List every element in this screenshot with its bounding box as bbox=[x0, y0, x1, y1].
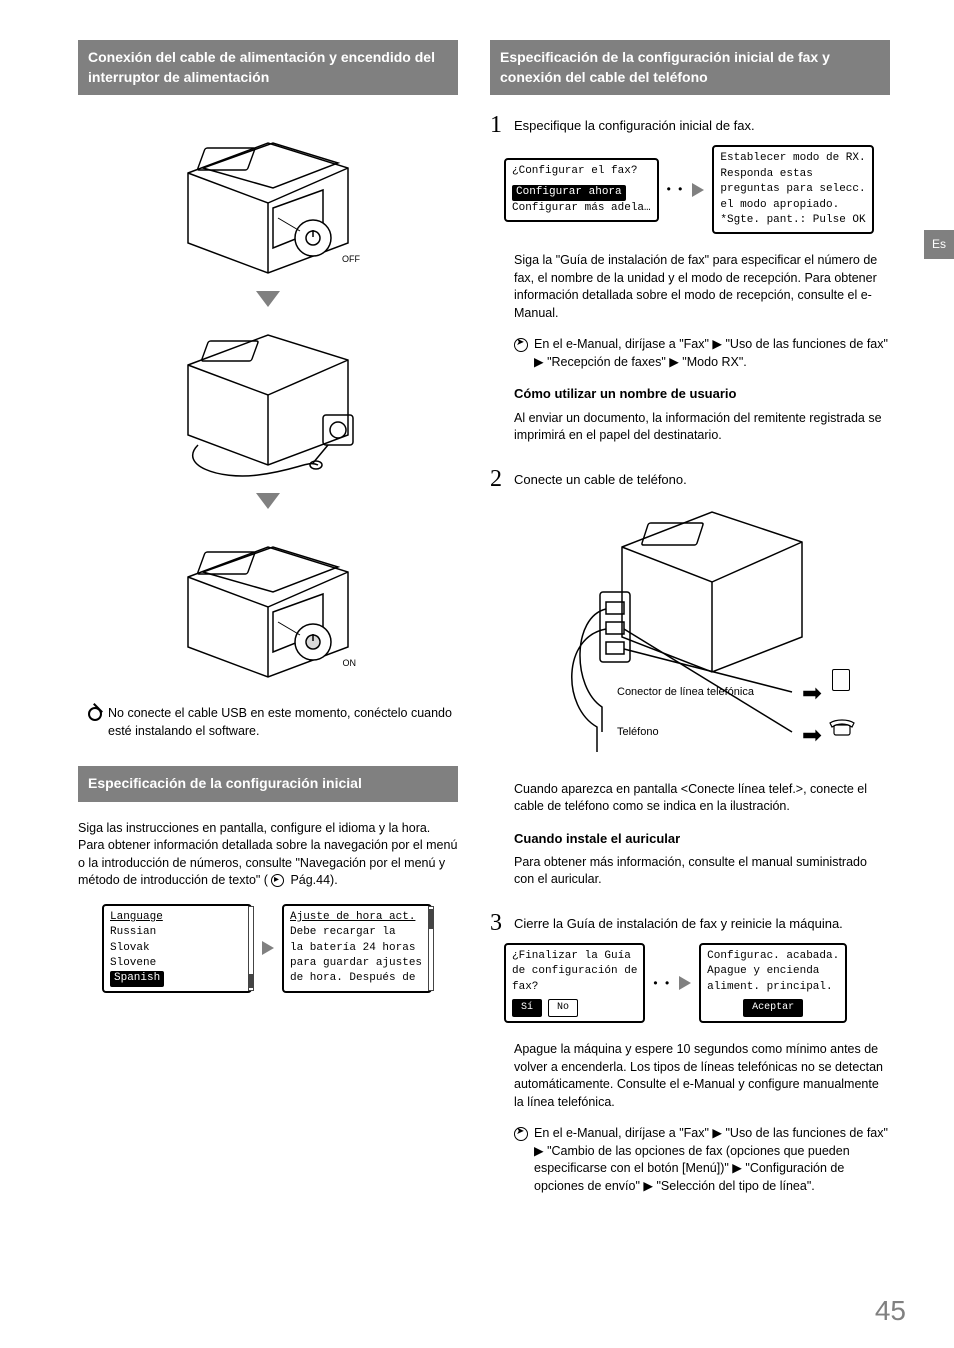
phone-icon bbox=[828, 719, 856, 737]
arrow-down-icon bbox=[256, 493, 280, 509]
on-label: ON bbox=[343, 657, 357, 670]
step-3-reference: En el e-Manual, diríjase a "Fax" ▶ "Uso … bbox=[514, 1125, 890, 1195]
reference-icon bbox=[514, 338, 528, 352]
arrow-right-icon bbox=[262, 941, 274, 955]
yes-button: Sí bbox=[512, 999, 542, 1017]
step-1: 1 Especifique la configuración inicial d… bbox=[490, 113, 890, 458]
arrow-right-icon bbox=[679, 976, 691, 990]
step-1-title: Especifique la configuración inicial de … bbox=[514, 117, 890, 135]
printer-plug-diagram bbox=[158, 315, 378, 485]
lcd-rx-mode: Establecer modo de RX. Responda estas pr… bbox=[712, 145, 873, 234]
wall-jack-icon bbox=[832, 669, 850, 691]
step-1-para: Siga la "Guía de instalación de fax" par… bbox=[514, 252, 890, 322]
arrow-right-icon: ➡ bbox=[802, 719, 822, 753]
step-2-title: Conecte un cable de teléfono. bbox=[514, 471, 890, 489]
lcd-config-done: Configurac. acabada. Apague y encienda a… bbox=[699, 943, 847, 1023]
arrow-right-icon: ➡ bbox=[802, 677, 822, 711]
reference-icon bbox=[271, 874, 284, 887]
step-3: 3 Cierre la Guía de instalación de fax y… bbox=[490, 911, 890, 1205]
printer-on-diagram: ON bbox=[158, 517, 378, 687]
step-number: 2 bbox=[490, 467, 502, 903]
step-2: 2 Conecte un cable de teléfono. bbox=[490, 467, 890, 903]
step-2-para: Cuando aparezca en pantalla <Conecte lín… bbox=[514, 781, 890, 816]
step-3-para: Apague la máquina y espere 10 segundos c… bbox=[514, 1041, 890, 1111]
arrow-right-icon bbox=[692, 183, 704, 197]
section-header-fax: Especificación de la configuración inici… bbox=[490, 40, 890, 95]
language-tab: Es bbox=[924, 230, 954, 259]
prohibit-icon bbox=[88, 707, 102, 721]
step-3-title: Cierre la Guía de instalación de fax y r… bbox=[514, 915, 890, 933]
off-label: OFF bbox=[342, 253, 360, 266]
left-column: Conexión del cable de alimentación y enc… bbox=[78, 40, 458, 1213]
no-button: No bbox=[548, 999, 578, 1017]
section-header-power: Conexión del cable de alimentación y enc… bbox=[78, 40, 458, 95]
power-illustration: OFF bbox=[78, 113, 458, 687]
step-1-reference: En el e-Manual, diríjase a "Fax" ▶ "Uso … bbox=[514, 336, 890, 371]
step-2-subtitle: Cuando instale el auricular bbox=[514, 830, 890, 848]
page-content: Conexión del cable de alimentación y enc… bbox=[0, 0, 954, 1213]
step-1-subtitle: Cómo utilizar un nombre de usuario bbox=[514, 385, 890, 403]
step-number: 3 bbox=[490, 911, 502, 1205]
lcd-language-row: Language Russian Slovak Slovene Spanish … bbox=[78, 904, 458, 993]
usb-note-text: No conecte el cable USB en este momento,… bbox=[108, 705, 458, 740]
reference-icon bbox=[514, 1127, 528, 1141]
section-header-initial-config: Especificación de la configuración inici… bbox=[78, 766, 458, 802]
phone-connection-diagram: Conector de línea telefónica Teléfono ➡ … bbox=[542, 497, 862, 767]
right-column: Especificación de la configuración inici… bbox=[490, 40, 890, 1213]
lcd-time-adjust: Ajuste de hora act. Debe recargar la la … bbox=[282, 904, 432, 993]
scrollbar bbox=[428, 906, 434, 991]
lcd-finalize: ¿Finalizar la Guía de configuración de f… bbox=[504, 943, 645, 1023]
page-number: 45 bbox=[875, 1291, 906, 1330]
lcd-fax-config: ¿Configurar el fax? Configurar ahora Con… bbox=[504, 158, 659, 222]
step-number: 1 bbox=[490, 113, 502, 458]
phone-line-label: Conector de línea telefónica bbox=[617, 685, 754, 700]
lcd-language: Language Russian Slovak Slovene Spanish bbox=[102, 904, 252, 993]
initial-config-text: Siga las instrucciones en pantalla, conf… bbox=[78, 820, 458, 890]
usb-note: No conecte el cable USB en este momento,… bbox=[88, 705, 458, 740]
phone-label: Teléfono bbox=[617, 725, 659, 740]
scrollbar bbox=[248, 906, 254, 991]
printer-off-diagram: OFF bbox=[158, 113, 378, 283]
step-2-subtext: Para obtener más información, consulte e… bbox=[514, 854, 890, 889]
step-1-subtext: Al enviar un documento, la información d… bbox=[514, 410, 890, 445]
arrow-down-icon bbox=[256, 291, 280, 307]
ok-button: Aceptar bbox=[743, 999, 803, 1017]
